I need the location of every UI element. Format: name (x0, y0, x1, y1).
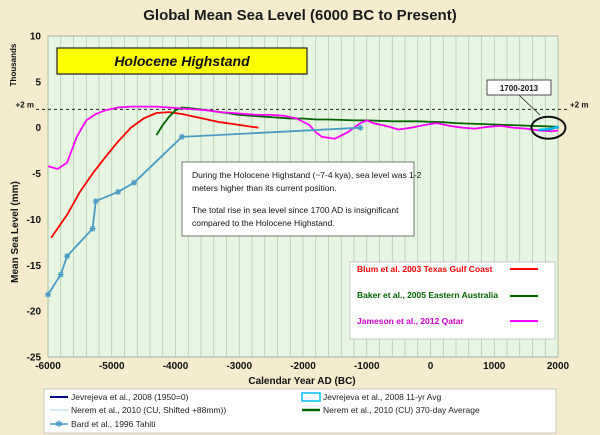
y-axis-label: Mean Sea Level (mm) (10, 181, 21, 283)
y-tick-label: 5 (35, 77, 41, 88)
highstand-box: Holocene Highstand (56, 47, 308, 75)
legend-baker-label: Baker et al., 2005 Eastern Australia (357, 290, 498, 300)
callout-label: 1700-2013 (500, 84, 539, 93)
x-tick-label: 2000 (547, 361, 570, 372)
x-tick-label: 1000 (483, 361, 506, 372)
bard-marker (178, 133, 185, 140)
highstand-box-bg (56, 47, 308, 75)
x-tick-label: -1000 (354, 361, 380, 372)
x-tick-label: -5000 (99, 361, 125, 372)
inner-legend-bg (349, 261, 556, 340)
inner-legend: Blum et al. 2003 Texas Gulf Coast Baker … (349, 261, 556, 340)
bard-marker (115, 188, 122, 195)
ref-label-left: +2 m (16, 100, 34, 109)
bottom-legend-bg (43, 388, 557, 434)
x-tick-label: -6000 (35, 361, 61, 372)
x-axis-label: Calendar Year AD (BC) (248, 376, 355, 387)
legend-blum-label: Blum et al. 2003 Texas Gulf Coast (357, 264, 493, 274)
callout-ellipse (530, 115, 567, 140)
y-multiplier-label: Thousands (9, 43, 18, 86)
annotation-line-1: During the Holocene Highstand (~7-4 kya)… (192, 170, 422, 180)
bard-marker (131, 179, 138, 186)
x-tick-label: -4000 (163, 361, 189, 372)
legend-bard-label: Bard et al., 1996 Tahiti (71, 419, 156, 429)
annotation-box-bg (181, 161, 415, 237)
annotation-line-2: meters higher than its current position. (192, 183, 337, 193)
bard-marker (64, 253, 71, 260)
series-blum-et-al-2003-texas-gulf-coast (50, 111, 259, 239)
y-tick-labels: 10 5 0 -5 -10 -15 -20 -25 (27, 32, 42, 364)
annotation-line-5: compared to the Holocene Highstand. (192, 218, 335, 228)
ref-label-right: +2 m (570, 100, 588, 109)
y-tick-label: 10 (30, 32, 42, 43)
bard-marker (89, 225, 96, 232)
legend-jevrejeva-avg-label: Jevrejeva et al., 2008 11-yr Avg (323, 392, 442, 402)
series-jameson-et-al-2012-qatar (47, 105, 559, 170)
chart-title: Global Mean Sea Level (6000 BC to Presen… (143, 7, 456, 24)
legend-jevrejeva-label: Jevrejeva et al., 2008 (1950=0) (71, 392, 189, 402)
x-tick-label: -3000 (226, 361, 252, 372)
bard-marker (357, 124, 364, 131)
series-lines (45, 105, 560, 298)
highstand-label: Holocene Highstand (114, 53, 250, 69)
y-tick-label: -10 (27, 215, 42, 226)
y-tick-label: -20 (27, 307, 42, 318)
y-tick-label: -15 (27, 261, 42, 272)
bard-marker (92, 198, 99, 205)
legend-nerem-label: Nerem et al., 2010 (CU, Shifted +88mm)) (71, 405, 226, 415)
legend-jevrejeva-avg-swatch (301, 392, 321, 402)
y-tick-label: -5 (32, 169, 41, 180)
bard-marker (45, 291, 51, 298)
y-tick-label: 0 (35, 123, 41, 134)
callout: 1700-2013 (486, 79, 567, 140)
x-tick-labels: -6000 -5000 -4000 -3000 -2000 -1000 0 1000 2000 (35, 361, 569, 372)
legend-jameson-label: Jameson et al., 2012 Qatar (357, 316, 464, 326)
x-tick-label: 0 (428, 361, 434, 372)
callout-arrow (518, 94, 541, 116)
y-tick-label: -25 (27, 353, 42, 364)
bottom-legend: Jevrejeva et al., 2008 (1950=0) Jevrejev… (43, 388, 557, 434)
series-jevrejeva-et-al-2008-11-yr-avg (538, 125, 560, 131)
x-tick-label: -2000 (290, 361, 316, 372)
legend-bard-star-icon: ✱ (55, 420, 63, 430)
annotation-box: During the Holocene Highstand (~7-4 kya)… (181, 161, 422, 237)
bard-marker (57, 271, 64, 278)
annotation-line-4: The total rise in sea level since 1700 A… (192, 205, 399, 215)
legend-nerem-avg-label: Nerem et al., 2010 (CU) 370-day Average (323, 405, 480, 415)
